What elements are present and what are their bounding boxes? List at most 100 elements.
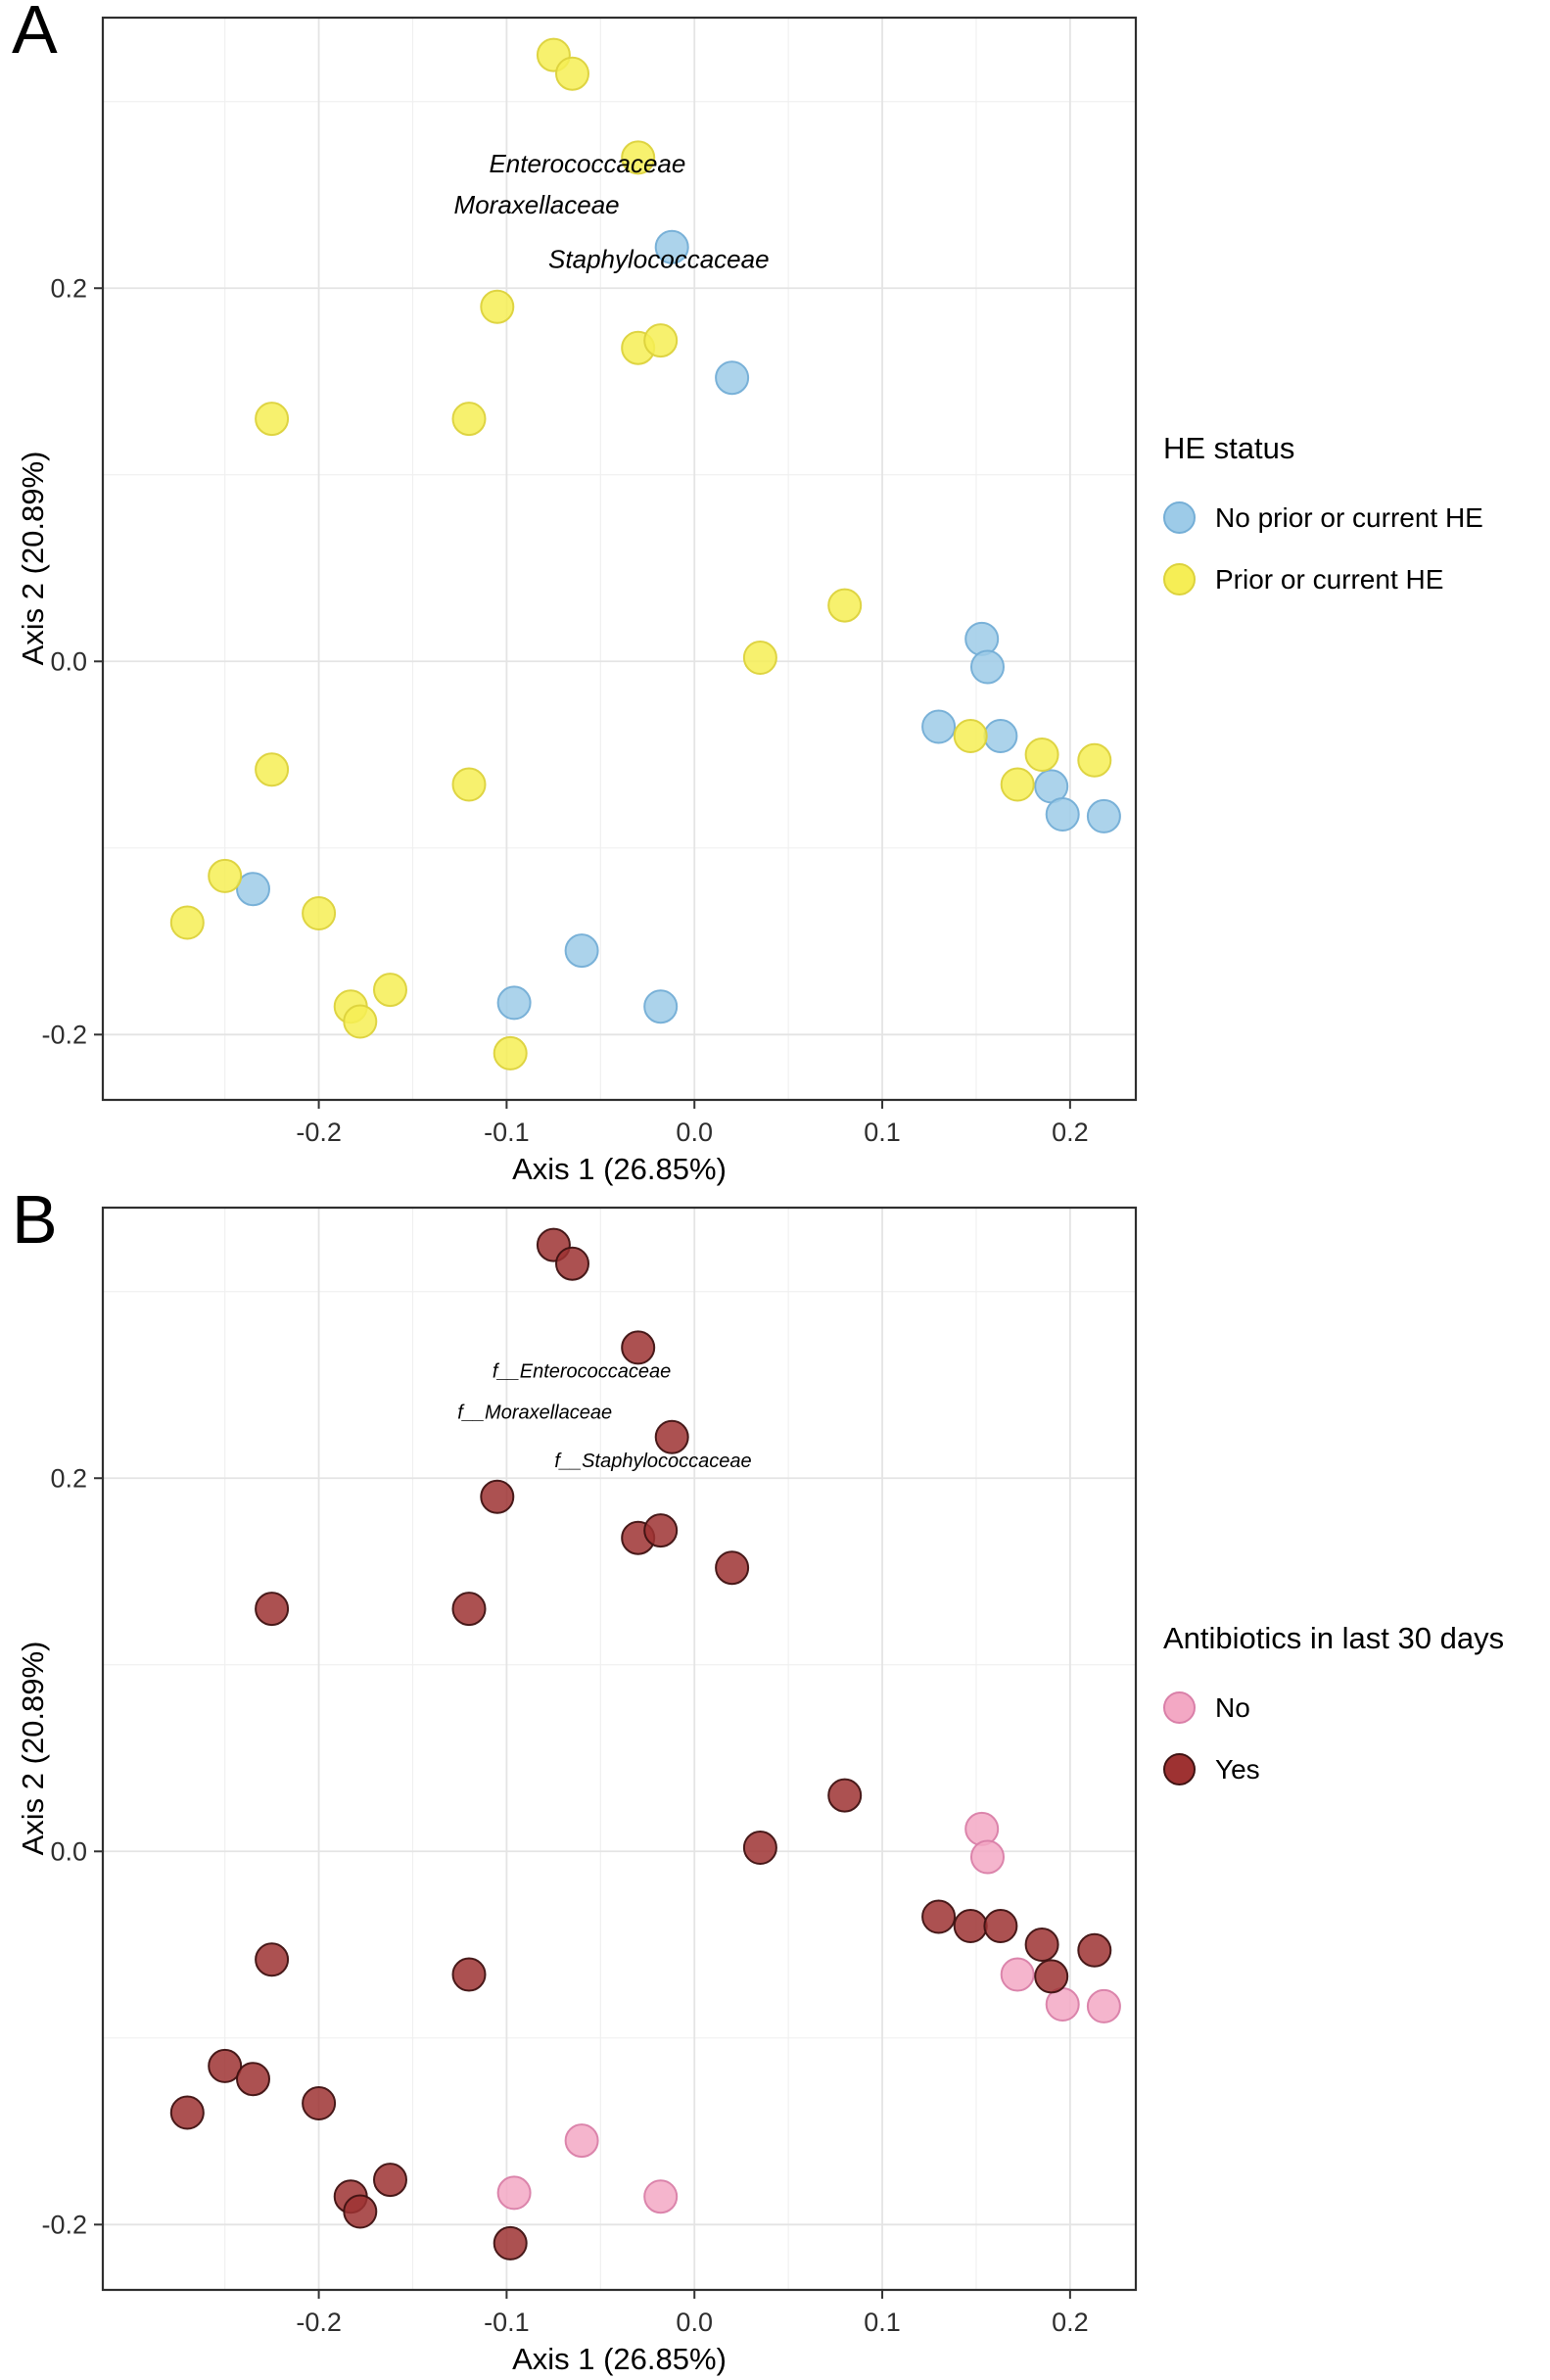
data-point [1086,1988,1121,2023]
data-point [1077,742,1112,778]
annotation-label: f__Moraxellaceae [457,1402,612,1423]
scatter-plot-he-status: Enterococcaceae Moraxellaceae Staphylococc… [41,16,1138,1147]
data-point [964,1811,1000,1846]
panel-b: B Axis 2 (20.89%) f__Enterococcaceae f__M… [0,1181,1550,2380]
data-point [983,719,1018,753]
data-point [480,289,515,324]
y-tick-label: -0.2 [41,2210,87,2239]
legend-swatch-circle [1163,1753,1196,1785]
data-point [302,2086,337,2120]
annotation-label: Moraxellaceae [454,190,620,219]
scatter-plot-antibiotics: f__Enterococcaceae f__Moraxellaceae f__Sta… [41,1206,1138,2337]
legend-entry: No prior or current HE [1163,501,1483,534]
data-point [169,2095,205,2130]
annotation-label: f__Staphylococcaceae [554,1451,751,1472]
data-point [715,1550,750,1586]
y-tick-label: 0.2 [50,1463,87,1493]
legend-entry-label: Yes [1215,1753,1260,1785]
data-point [742,1831,777,1865]
data-point [169,905,205,940]
x-tick-label: 0.1 [864,1118,901,1147]
panel-a: A Axis 2 (20.89%) Enterococcaceae Moraxel… [12,0,1483,1186]
annotation-label: Enterococcaceae [489,149,685,178]
legend-swatch-circle [1163,563,1196,595]
x-axis-title: Axis 1 (26.85%) [512,2342,727,2376]
panel-b-letter: B [12,1181,58,1258]
y-tick-label: 0.2 [50,273,87,303]
data-point [1000,1957,1035,1992]
legend-he-status: HE status No prior or current HE Prior or… [1163,431,1483,625]
data-point [1077,1932,1112,1968]
annotation-label: Staphylococcaceae [548,244,769,273]
data-point [1024,738,1059,772]
plot-background [103,1208,1136,2290]
legend-entry-label: No prior or current HE [1215,501,1483,533]
legend-entries: No Yes [1163,1691,1504,1785]
data-point [953,1909,988,1943]
data-point [654,1419,689,1454]
data-point [208,2048,243,2083]
y-tick-label: 0.0 [50,1836,87,1866]
data-point [451,767,487,802]
data-point [643,323,679,358]
data-point [953,719,988,753]
data-point [970,649,1005,685]
plot-background [103,18,1136,1100]
data-point [496,985,532,1021]
y-tick-label: -0.2 [41,1020,87,1049]
data-point [555,56,589,91]
data-point [343,1004,378,1039]
legend-entry: Yes [1163,1753,1504,1785]
data-point [643,1513,679,1548]
data-point [983,1909,1018,1943]
data-point [1045,797,1080,832]
legend-title: Antibiotics in last 30 days [1163,1621,1505,1655]
data-point [255,1592,290,1627]
legend-entry: Prior or current HE [1163,563,1483,595]
data-point [1024,1928,1059,1962]
legend-entry: No [1163,1691,1504,1724]
x-tick-label: -0.1 [484,1118,530,1147]
legend-title: HE status [1163,431,1295,465]
data-point [715,360,750,396]
data-point [480,1479,515,1514]
data-point [970,1839,1005,1875]
legend-entry-label: No [1215,1691,1250,1723]
data-point [921,709,957,744]
data-point [255,1942,290,1977]
data-point [921,1899,957,1934]
x-tick-label: -0.2 [296,2308,342,2337]
data-point [643,2179,679,2214]
x-tick-label: 0.1 [864,2308,901,2337]
data-point [236,2062,270,2097]
legend-swatch-circle [1163,1691,1196,1724]
data-point [255,752,290,787]
data-point [621,1330,656,1365]
data-point [236,872,270,907]
data-point [451,1592,487,1627]
data-point [964,621,1000,656]
data-point [654,229,689,264]
x-tick-label: 0.0 [676,1118,713,1147]
legend-entries: No prior or current HE Prior or current H… [1163,501,1483,595]
legend-swatch-circle [1163,501,1196,534]
y-tick-label: 0.0 [50,646,87,676]
data-point [564,933,599,969]
data-point [555,1246,589,1281]
data-point [302,896,337,930]
data-point [564,2123,599,2159]
data-point [451,402,487,437]
x-tick-label: 0.2 [1052,1118,1089,1147]
data-point [255,402,290,437]
x-tick-label: -0.1 [484,2308,530,2337]
data-point [1000,767,1035,802]
plot-border [101,1206,1138,2292]
data-point [1086,798,1121,833]
x-axis-title: Axis 1 (26.85%) [512,1152,727,1186]
panel-a-letter: A [12,0,58,68]
annotation-label: f__Enterococcaceae [493,1360,671,1382]
data-point [208,858,243,893]
legend-antibiotics: Antibiotics in last 30 days No Yes [1163,1621,1504,1815]
data-point [827,1778,863,1813]
